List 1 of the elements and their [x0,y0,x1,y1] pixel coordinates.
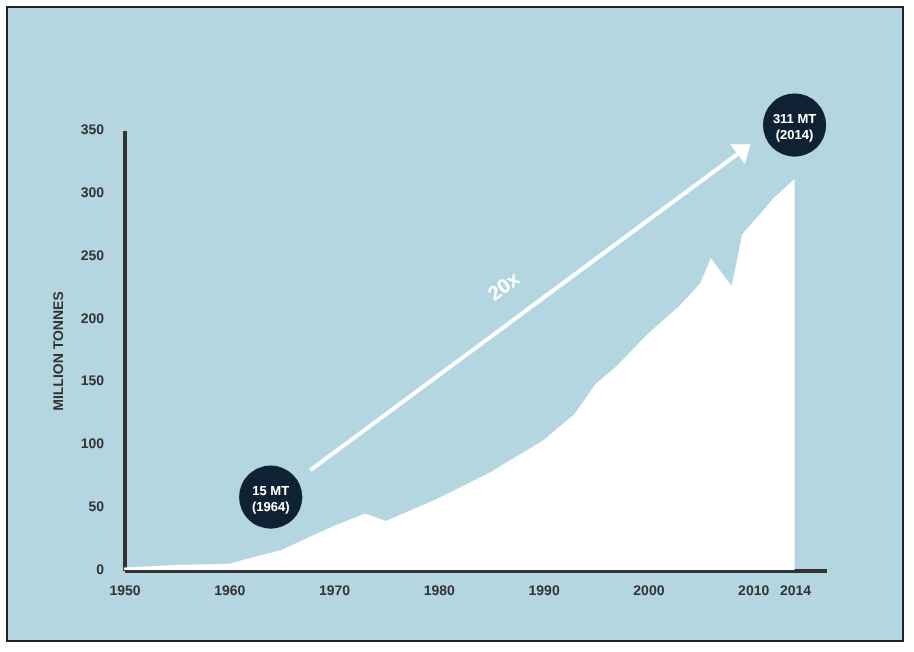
annotation: 20x [484,268,526,307]
